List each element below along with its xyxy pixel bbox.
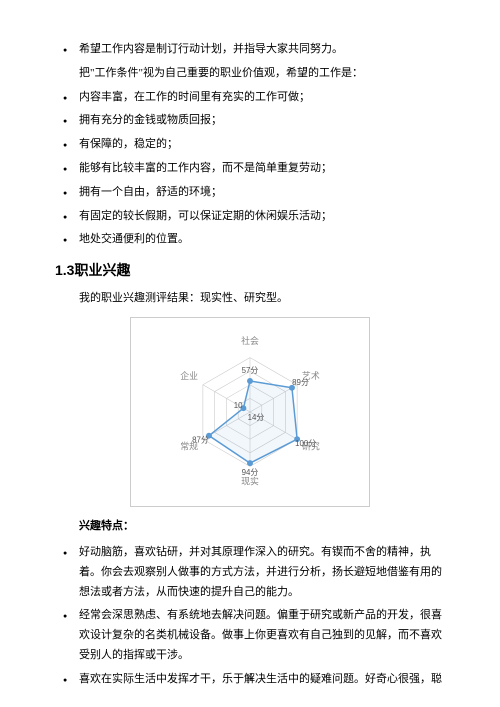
radar-chart: 社会艺术研究现实常规企业57分89分100分94分87分14分10 [130,317,370,507]
section-title: 职业兴趣 [74,262,130,278]
svg-text:10: 10 [234,401,243,410]
feature-heading: 兴趣特点： [79,517,445,537]
bullet-text: 能够有比较丰富的工作内容，而不是简单重复劳动； [79,162,332,174]
feature-bullet-list: 好动脑筋，喜欢钻研，并对其原理作深入的研究。有锲而不舍的精神，执着。你会去观察别… [63,543,445,690]
bullet-text: 有保障的，稳定的； [79,138,178,150]
bullet-text: 有固定的较长假期，可以保证定期的休闲娱乐活动； [79,210,332,222]
bullet-text: 地处交通便利的位置。 [79,233,189,245]
bullet-text: 经常会深思熟虑、有系统地去解决问题。偏重于研究或新产品的开发，很喜欢设计复杂的名… [79,609,442,661]
svg-text:14分: 14分 [248,413,265,422]
svg-text:社会: 社会 [241,335,259,346]
bullet-item: 内容丰富，在工作的时间里有充实的工作可做； [63,88,445,108]
svg-text:89分: 89分 [292,378,309,387]
bullet-item: 能够有比较丰富的工作内容，而不是简单重复劳动； [63,159,445,179]
bullet-item: 拥有充分的金钱或物质回报； [63,111,445,131]
top-bullet-list: 希望工作内容是制订行动计划，并指导大家共同努力。 [63,40,445,60]
bullet-text: 拥有充分的金钱或物质回报； [79,114,222,126]
bullet-item: 有保障的，稳定的； [63,135,445,155]
svg-text:100分: 100分 [295,439,316,448]
svg-text:94分: 94分 [242,468,259,477]
bullet-item: 拥有一个自由，舒适的环境； [63,183,445,203]
bullet-item: 有固定的较长假期，可以保证定期的休闲娱乐活动； [63,207,445,227]
bullet-item: 希望工作内容是制订行动计划，并指导大家共同努力。 [63,40,445,60]
bullet-text: 拥有一个自由，舒适的环境； [79,186,222,198]
bullet-item: 地处交通便利的位置。 [63,230,445,250]
indent-line: 把"工作条件"视为自己重要的职业价值观，希望的工作是： [79,64,445,84]
section-heading: 1.3职业兴趣 [55,258,445,283]
bullet-text: 希望工作内容是制订行动计划，并指导大家共同努力。 [79,43,343,55]
bullet-text: 内容丰富，在工作的时间里有充实的工作可做； [79,91,310,103]
intro-text: 我的职业兴趣测评结果：现实性、研究型。 [79,289,445,309]
top-bullet-list-2: 内容丰富，在工作的时间里有充实的工作可做； 拥有充分的金钱或物质回报； 有保障的… [63,88,445,251]
svg-text:87分: 87分 [192,436,209,445]
svg-text:57分: 57分 [242,366,259,375]
svg-text:现实: 现实 [241,476,259,487]
svg-text:企业: 企业 [180,370,198,381]
bullet-item: 好动脑筋，喜欢钻研，并对其原理作深入的研究。有锲而不舍的精神，执着。你会去观察别… [63,543,445,602]
page-number: 4 [0,669,500,687]
bullet-item: 经常会深思熟虑、有系统地去解决问题。偏重于研究或新产品的开发，很喜欢设计复杂的名… [63,606,445,665]
section-number: 1.3 [55,262,74,278]
bullet-text: 好动脑筋，喜欢钻研，并对其原理作深入的研究。有锲而不舍的精神，执着。你会去观察别… [79,546,442,598]
